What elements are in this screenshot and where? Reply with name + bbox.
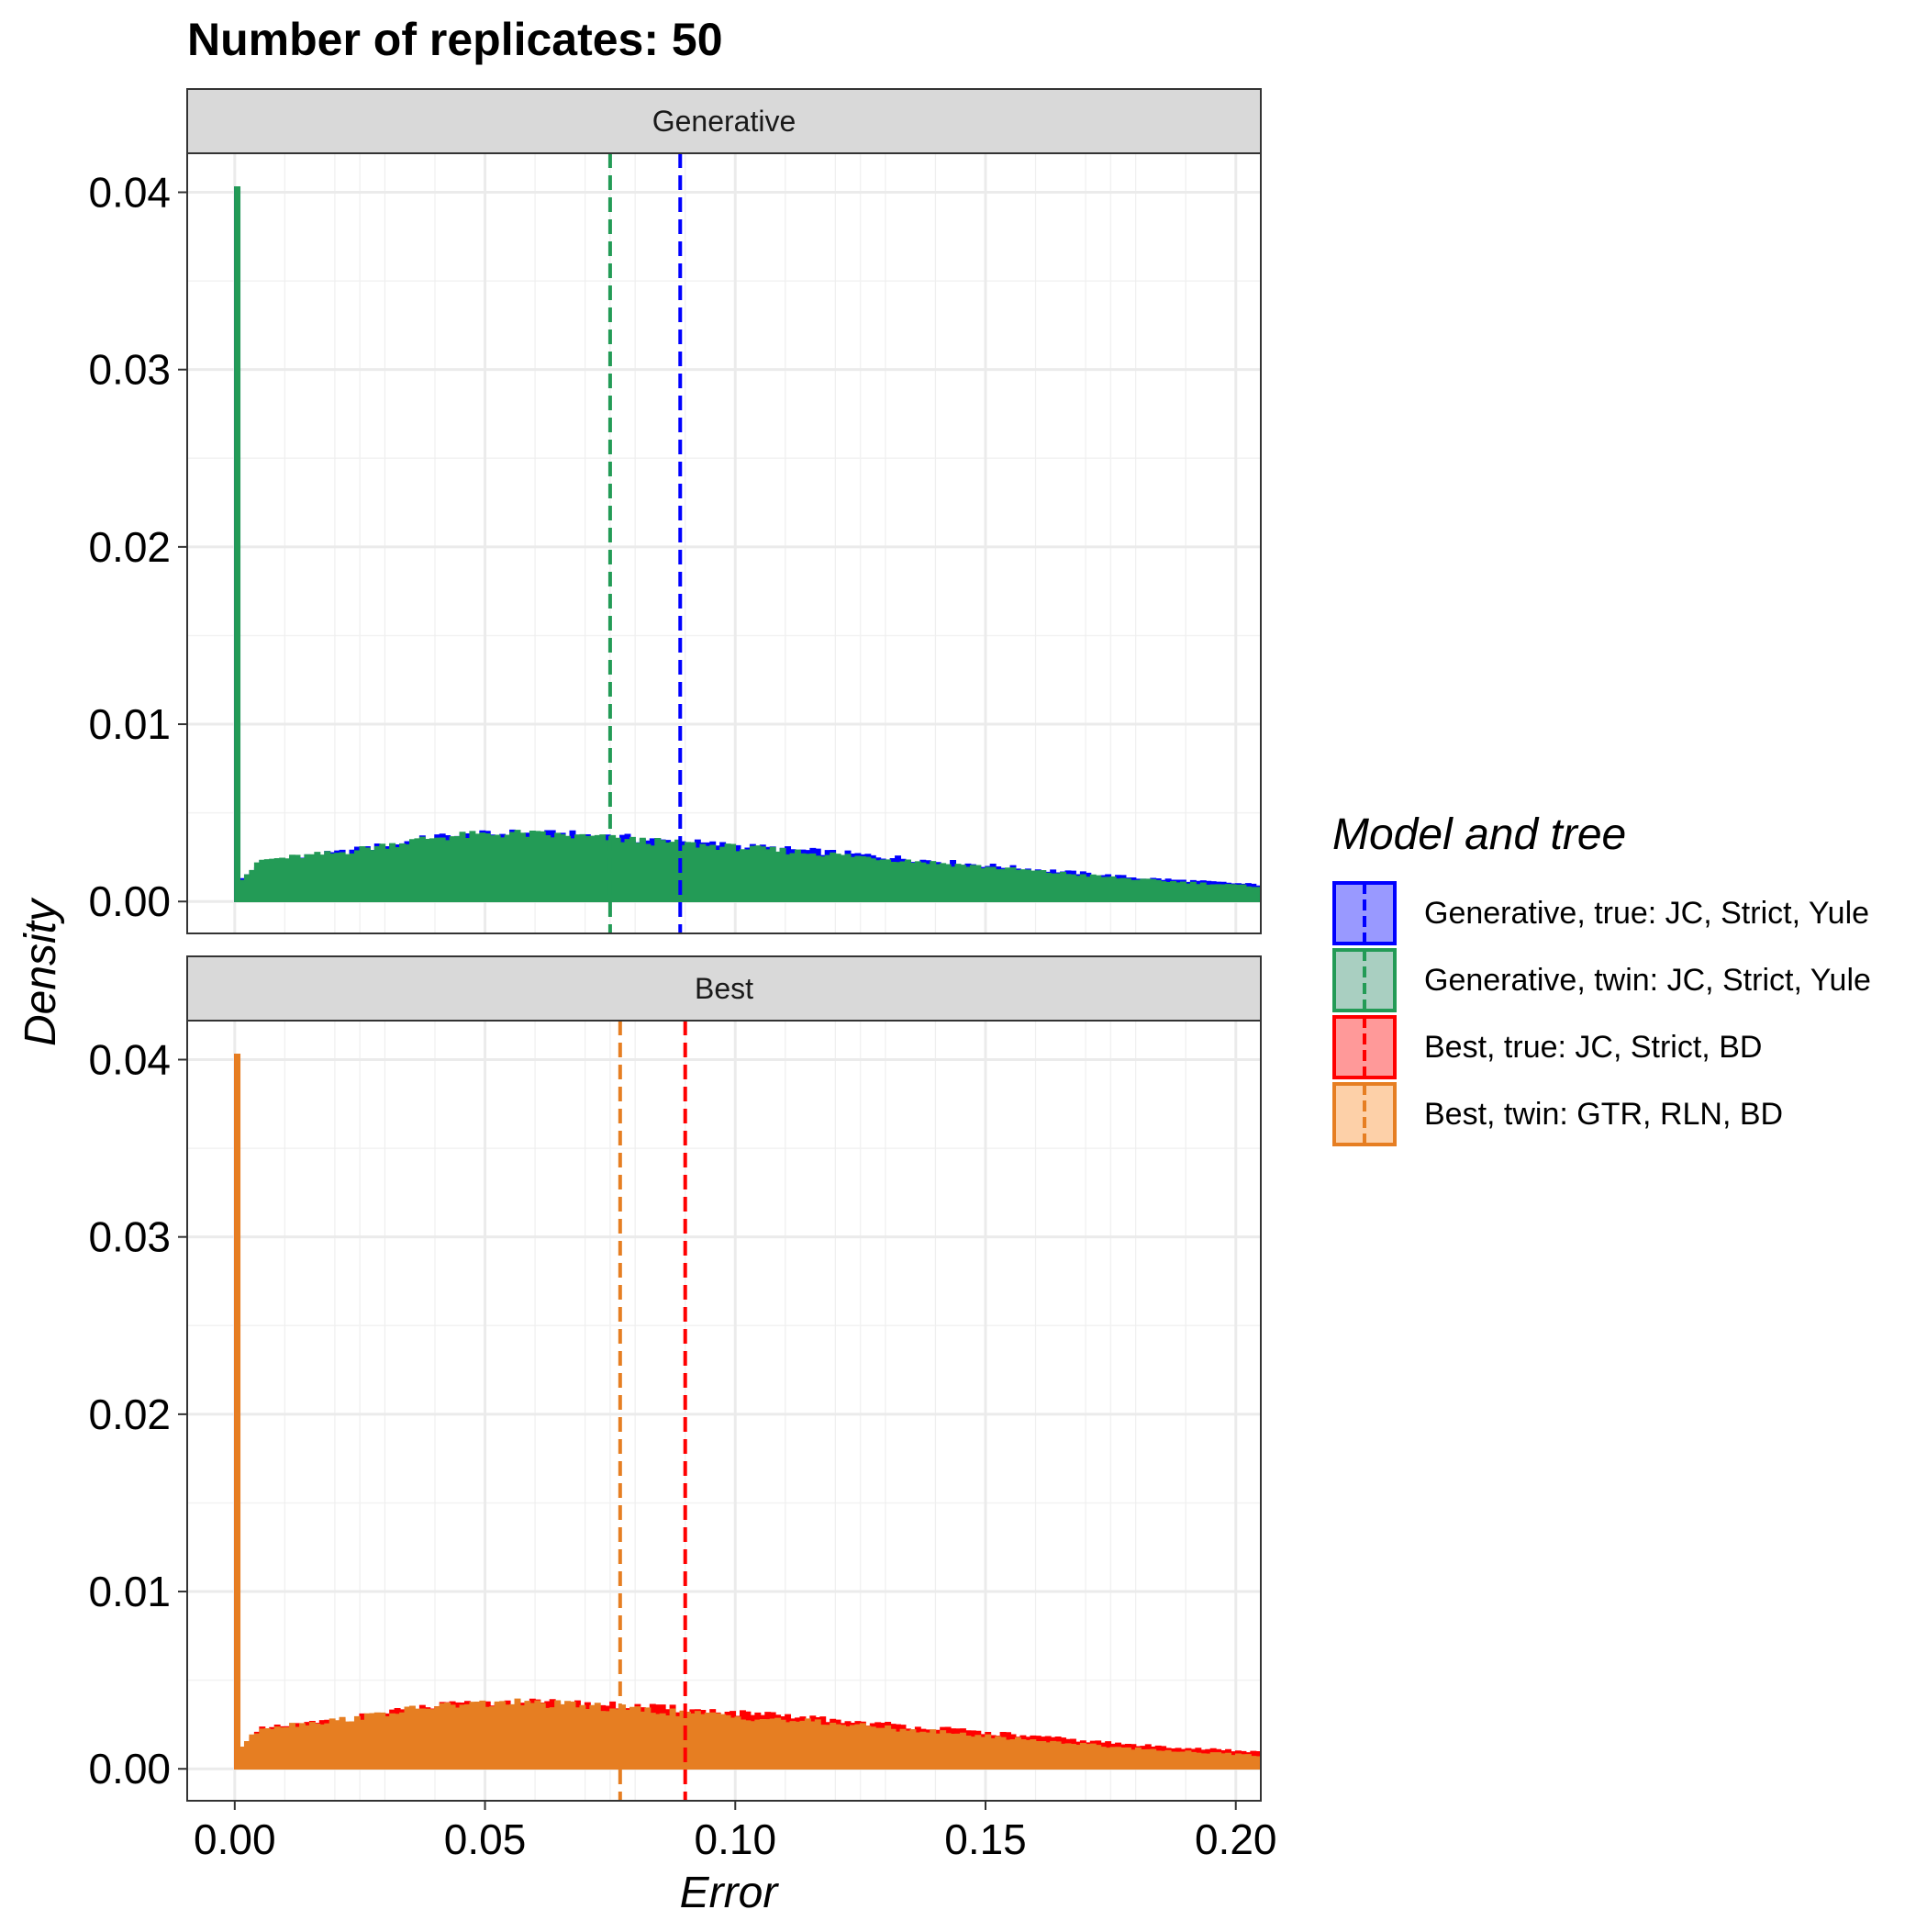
series-generative-twin-jc-strict-yule bbox=[234, 185, 1261, 902]
y-tick-label: 0.04 bbox=[88, 169, 171, 217]
y-tick-label: 0.02 bbox=[88, 1390, 171, 1438]
panel-generative: Generative 0.00 0.01 0.02 0.03 0.04 bbox=[88, 88, 1262, 934]
legend: Model and tree Generative, true: JC, Str… bbox=[1332, 810, 1871, 1146]
histogram-bars bbox=[234, 185, 1261, 902]
facet-strip-label: Best bbox=[695, 972, 753, 1005]
y-tick-label: 0.00 bbox=[88, 877, 171, 925]
legend-entry-best-true-jc-strict-bd: Best, true: JC, Strict, BD bbox=[1332, 1015, 1762, 1079]
y-tick-label: 0.04 bbox=[88, 1036, 171, 1084]
x-tick-label: 0.20 bbox=[1195, 1815, 1277, 1863]
x-tick-label: 0.15 bbox=[944, 1815, 1027, 1863]
legend-label: Best, twin: GTR, RLN, BD bbox=[1424, 1097, 1783, 1132]
facet-strip bbox=[186, 88, 1262, 154]
gridlines bbox=[187, 153, 1261, 933]
histogram-layer bbox=[234, 153, 1261, 933]
y-axis: 0.00 0.01 0.02 0.03 0.04 bbox=[88, 1036, 187, 1792]
panels-layer: Generative0.000.010.020.030.04Best0.000.… bbox=[88, 88, 1262, 1802]
y-tick-label: 0.03 bbox=[88, 346, 171, 394]
x-tick-label: 0.05 bbox=[444, 1815, 527, 1863]
x-axis-label: Error bbox=[680, 1869, 780, 1917]
legend-label: Best, true: JC, Strict, BD bbox=[1424, 1030, 1762, 1065]
legend-label: Generative, true: JC, Strict, Yule bbox=[1424, 896, 1869, 931]
series-best-twin-gtr-rln-bd bbox=[234, 1053, 1261, 1770]
histogram-layer bbox=[234, 1021, 1261, 1801]
y-tick-label: 0.01 bbox=[88, 700, 171, 748]
legend-entry-best-twin-gtr-rln-bd: Best, twin: GTR, RLN, BD bbox=[1332, 1082, 1783, 1146]
x-tick-label: 0.00 bbox=[194, 1815, 276, 1863]
y-tick-label: 0.03 bbox=[88, 1213, 171, 1261]
legend-entry-generative-twin-jc-strict-yule: Generative, twin: JC, Strict, Yule bbox=[1332, 948, 1871, 1012]
y-axis: 0.00 0.01 0.02 0.03 0.04 bbox=[88, 169, 187, 925]
panel-border bbox=[186, 152, 1262, 934]
panel-border bbox=[186, 1020, 1262, 1802]
chart-title: Number of replicates: 50 bbox=[187, 14, 723, 65]
plot-area bbox=[187, 153, 1261, 933]
x-axis: 0.00 0.05 0.10 0.15 0.20 bbox=[194, 1801, 1276, 1863]
panel-best: Best 0.00 0.01 0.02 0.03 0.04 bbox=[88, 955, 1262, 1802]
y-tick-label: 0.01 bbox=[88, 1568, 171, 1615]
plot-area bbox=[187, 1021, 1261, 1801]
facet-strip bbox=[186, 955, 1262, 1022]
facet-strip-label: Generative bbox=[652, 105, 796, 138]
y-axis-label: Density bbox=[17, 897, 65, 1046]
mean-lines bbox=[618, 1021, 687, 1801]
histogram-bars bbox=[234, 1053, 1261, 1770]
y-tick-label: 0.02 bbox=[88, 523, 171, 571]
x-tick-label: 0.10 bbox=[695, 1815, 777, 1863]
legend-entry-generative-true-jc-strict-yule: Generative, true: JC, Strict, Yule bbox=[1332, 881, 1869, 945]
y-tick-label: 0.00 bbox=[88, 1745, 171, 1792]
legend-label: Generative, twin: JC, Strict, Yule bbox=[1424, 963, 1871, 998]
legend-title: Model and tree bbox=[1332, 810, 1626, 859]
mean-lines bbox=[607, 153, 683, 933]
